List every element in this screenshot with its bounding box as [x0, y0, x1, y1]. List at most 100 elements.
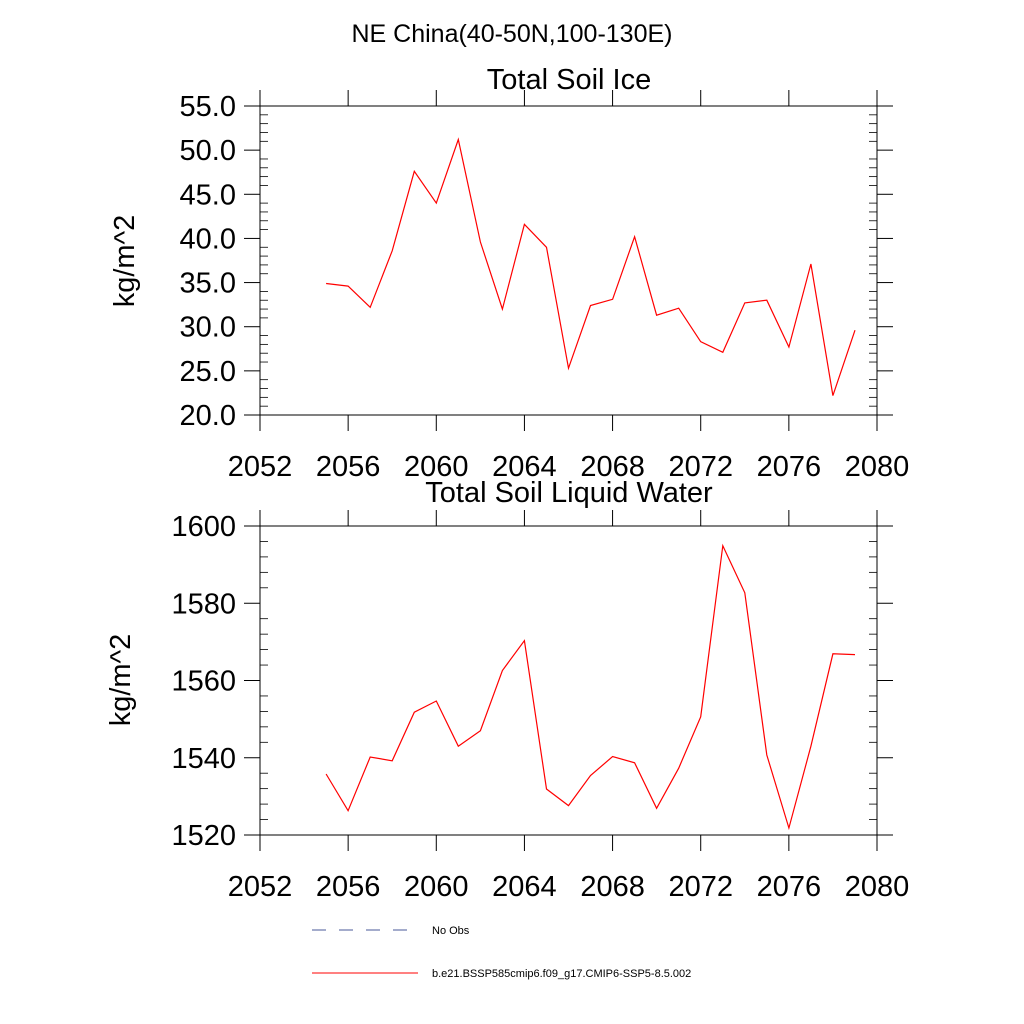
- data-point: [370, 307, 371, 308]
- data-point: [502, 670, 503, 671]
- series-group: [325, 543, 856, 831]
- data-point: [678, 308, 679, 309]
- data-point: [546, 788, 547, 789]
- tick-labels: 2052 2056 2060 2064 2068 2072 2076 2080 1520 1540…: [171, 511, 909, 903]
- x-tick-label: 2072: [668, 871, 733, 903]
- soil-ice-panel: Total Soil Ice kg/m^2 2052 2056 2060 2064 20…: [109, 64, 909, 483]
- soil-liquid-water-panel: Total Soil Liquid Water kg/m^2 2052 2056 2…: [105, 477, 909, 903]
- x-tick-label: 2064: [492, 451, 557, 483]
- y-tick-label: 1540: [171, 743, 236, 775]
- data-point: [656, 315, 657, 316]
- plot-frame: [259, 105, 878, 416]
- data-point: [678, 768, 679, 769]
- axis-ticks: [244, 90, 893, 431]
- data-point: [414, 171, 415, 172]
- data-point: [524, 640, 525, 641]
- data-point: [348, 810, 349, 811]
- data-point: [436, 203, 437, 204]
- axis-ticks: [244, 510, 893, 851]
- data-point: [524, 224, 525, 225]
- x-tick-label: 2068: [580, 451, 645, 483]
- data-point: [656, 808, 657, 809]
- series-line: [325, 543, 856, 831]
- y-tick-label: 30.0: [180, 312, 236, 344]
- x-tick-label: 2076: [757, 451, 822, 483]
- data-point: [832, 395, 833, 396]
- legend-item-model: b.e21.BSSP585cmip6.f09_g17.CMIP6-SSP5-8.…: [312, 968, 691, 980]
- data-point: [788, 827, 789, 828]
- x-tick-label: 2080: [845, 451, 910, 483]
- data-point: [326, 773, 327, 774]
- x-tick-label: 2056: [316, 871, 381, 903]
- data-point: [766, 300, 767, 301]
- data-point: [744, 592, 745, 593]
- y-tick-label: 40.0: [180, 223, 236, 255]
- x-tick-label: 2064: [492, 871, 557, 903]
- data-point: [810, 263, 811, 264]
- data-point: [634, 762, 635, 763]
- data-point: [436, 700, 437, 701]
- x-tick-label: 2072: [668, 451, 733, 483]
- data-point: [854, 654, 855, 655]
- y-tick-label: 50.0: [180, 135, 236, 167]
- y-tick-label: 1520: [171, 820, 236, 852]
- plot-frame: [259, 525, 878, 836]
- data-point: [744, 302, 745, 303]
- y-tick-label: 45.0: [180, 179, 236, 211]
- panel-title: Total Soil Liquid Water: [425, 477, 713, 509]
- data-point: [810, 746, 811, 747]
- x-tick-label: 2068: [580, 871, 645, 903]
- tick-labels: 2052 2056 2060 2064 2068 2072 2076 2080 20.0 25.0…: [180, 91, 910, 483]
- y-tick-label: 20.0: [180, 400, 236, 432]
- figure-title: NE China(40-50N,100-130E): [351, 20, 672, 48]
- data-point: [392, 760, 393, 761]
- x-tick-label: 2052: [228, 871, 293, 903]
- x-tick-label: 2052: [228, 451, 293, 483]
- y-tick-label: 1600: [171, 511, 236, 543]
- y-tick-label: 35.0: [180, 268, 236, 300]
- data-point: [458, 746, 459, 747]
- data-point: [458, 139, 459, 140]
- data-point: [832, 653, 833, 654]
- data-point: [634, 236, 635, 237]
- y-tick-label: 1580: [171, 588, 236, 620]
- data-point: [700, 341, 701, 342]
- data-point: [480, 241, 481, 242]
- x-tick-label: 2080: [845, 871, 910, 903]
- data-point: [480, 730, 481, 731]
- legend-label-no-obs: No Obs: [432, 925, 470, 937]
- data-point: [590, 305, 591, 306]
- data-point: [370, 756, 371, 757]
- series-line: [326, 137, 856, 396]
- data-point: [414, 712, 415, 713]
- y-tick-label: 1560: [171, 666, 236, 698]
- data-point: [392, 250, 393, 251]
- x-tick-label: 2076: [757, 871, 822, 903]
- data-point: [722, 352, 723, 353]
- y-tick-label: 25.0: [180, 356, 236, 388]
- data-point: [854, 330, 855, 331]
- legend: No Obs b.e21.BSSP585cmip6.f09_g17.CMIP6-…: [312, 925, 691, 980]
- x-tick-label: 2060: [404, 871, 469, 903]
- data-point: [700, 716, 701, 717]
- data-point: [326, 283, 327, 284]
- data-point: [612, 299, 613, 300]
- y-axis-label: kg/m^2: [109, 215, 141, 308]
- data-point: [612, 756, 613, 757]
- panel-title: Total Soil Ice: [487, 64, 651, 96]
- data-point: [546, 247, 547, 248]
- data-point: [568, 805, 569, 806]
- data-point: [568, 368, 569, 369]
- data-point: [722, 545, 723, 546]
- data-point: [348, 286, 349, 287]
- x-tick-label: 2056: [316, 451, 381, 483]
- data-point: [766, 754, 767, 755]
- data-point: [502, 308, 503, 309]
- y-tick-label: 55.0: [180, 91, 236, 123]
- x-tick-label: 2060: [404, 451, 469, 483]
- data-point: [590, 775, 591, 776]
- legend-item-no-obs: No Obs: [312, 925, 470, 937]
- data-point: [788, 346, 789, 347]
- series-group: [326, 137, 856, 396]
